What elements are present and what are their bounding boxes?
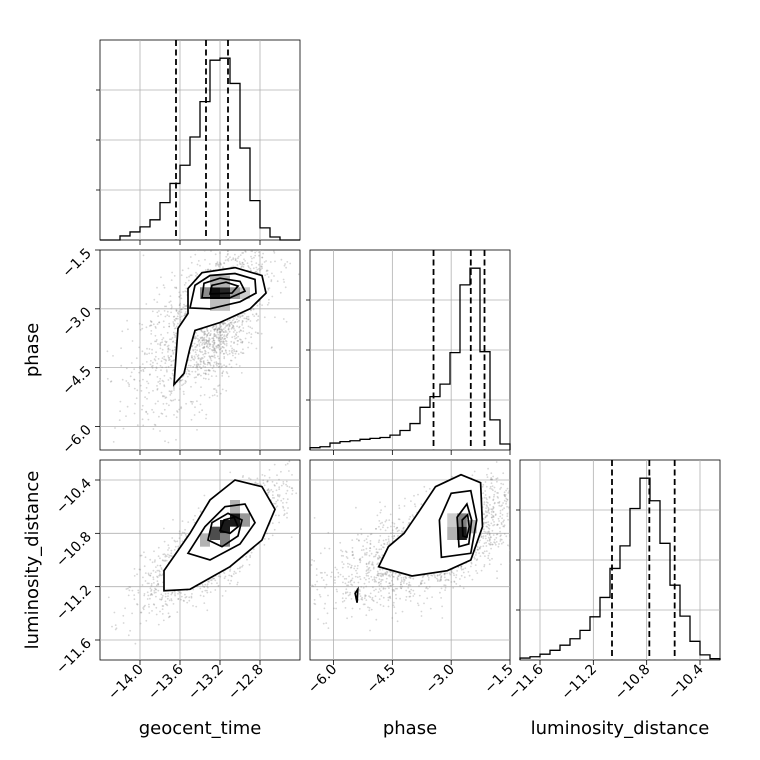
scatter-geocent-time-phase-density-cell	[240, 287, 250, 300]
xtick-label-phase: −6.0	[305, 662, 340, 697]
scatter-geocent-time-luminosity-distance-contour-4	[218, 516, 240, 535]
scatter-geocent-time-luminosity-distance-density-cell	[240, 513, 250, 527]
xtick-label-luminosity-distance: −10.4	[665, 661, 707, 703]
scatter-phase-luminosity-distance-density-cell	[447, 513, 458, 527]
ytick-label-phase: −1.5	[59, 246, 94, 281]
ylabel-phase: phase	[22, 323, 43, 377]
panel-scatter-phase-luminosity-distance	[309, 459, 511, 661]
hist-geocent-time-grid	[100, 40, 300, 240]
scatter-phase-luminosity-distance-density-cell	[447, 526, 458, 540]
ytick-label-luminosity-distance: −10.4	[53, 475, 95, 517]
ylabel-luminosity-distance: luminosity_distance	[22, 471, 43, 650]
scatter-geocent-time-phase-contour-2	[188, 272, 257, 310]
hist-luminosity-distance-steps	[519, 477, 721, 660]
xtick-label-geocent-time: −13.2	[185, 662, 227, 704]
scatter-phase-luminosity-distance-contour-island	[354, 586, 359, 603]
scatter-geocent-time-luminosity-distance-contour-1	[163, 479, 276, 592]
scatter-phase-luminosity-distance-contour-3	[456, 502, 473, 548]
xtick-label-phase: −4.5	[364, 662, 399, 697]
xtick-label-geocent-time: −14.0	[105, 662, 147, 704]
scatter-phase-luminosity-distance-density-cell	[466, 520, 477, 534]
xlabel-geocent-time: geocent_time	[139, 718, 262, 739]
scatter-phase-luminosity-distance-contour-1	[377, 473, 484, 577]
scatter-geocent-time-luminosity-distance-density-cell	[230, 500, 240, 514]
xtick-label-luminosity-distance: −11.2	[559, 662, 601, 704]
xtick-label-geocent-time: −12.8	[225, 662, 267, 704]
xtick-label-geocent-time: −13.6	[145, 661, 187, 703]
ytick-label-luminosity-distance: −10.8	[53, 529, 95, 571]
panel-hist-phase	[306, 249, 511, 451]
ytick-label-phase: −4.5	[59, 363, 94, 398]
hist-geocent-time-steps	[100, 57, 300, 241]
xtick-label-phase: −3.0	[423, 662, 458, 697]
hist-phase-steps	[309, 267, 511, 450]
panel-scatter-geocent-time-phase	[99, 249, 301, 451]
scatter-geocent-time-phase-density-cell	[230, 287, 240, 300]
scatter-geocent-time-phase-density-cell	[210, 299, 230, 311]
scatter-geocent-time-phase-contour-1	[172, 266, 267, 387]
hist-phase-grid	[310, 250, 510, 450]
xtick-label-luminosity-distance: −10.8	[612, 662, 654, 704]
panel-hist-luminosity-distance	[516, 459, 721, 661]
scatter-geocent-time-luminosity-distance-density-cell	[220, 520, 230, 534]
ytick-label-phase: −3.0	[59, 304, 94, 339]
hist-luminosity-distance-grid	[520, 460, 720, 660]
scatter-geocent-time-luminosity-distance-contour-3	[207, 512, 243, 548]
scatter-geocent-time-luminosity-distance-density-cell	[220, 533, 230, 547]
panel-scatter-geocent-time-luminosity-distance	[99, 459, 301, 661]
scatter-geocent-time-phase-density-cell	[210, 275, 230, 288]
scatter-geocent-time-phase-contour-4	[208, 281, 240, 295]
scatter-geocent-time-luminosity-distance-density-cell	[200, 533, 210, 547]
ytick-label-luminosity-distance: −11.2	[53, 582, 95, 624]
panel-hist-geocent-time	[96, 39, 301, 241]
scatter-geocent-time-phase-density-cell	[200, 287, 210, 300]
xlabel-luminosity-distance: luminosity_distance	[531, 718, 710, 739]
scatter-phase-luminosity-distance-contour-4	[461, 512, 471, 539]
xlabel-phase: phase	[383, 718, 437, 739]
scatter-phase-luminosity-distance-contour-2	[438, 489, 478, 559]
ytick-label-luminosity-distance: −11.6	[53, 635, 95, 677]
scatter-geocent-time-phase-contour-3	[201, 277, 247, 299]
scatter-geocent-time-luminosity-distance-density-cell	[210, 526, 220, 540]
scatter-geocent-time-luminosity-distance-contour-2	[186, 503, 256, 561]
ytick-label-phase: −6.0	[59, 422, 94, 457]
